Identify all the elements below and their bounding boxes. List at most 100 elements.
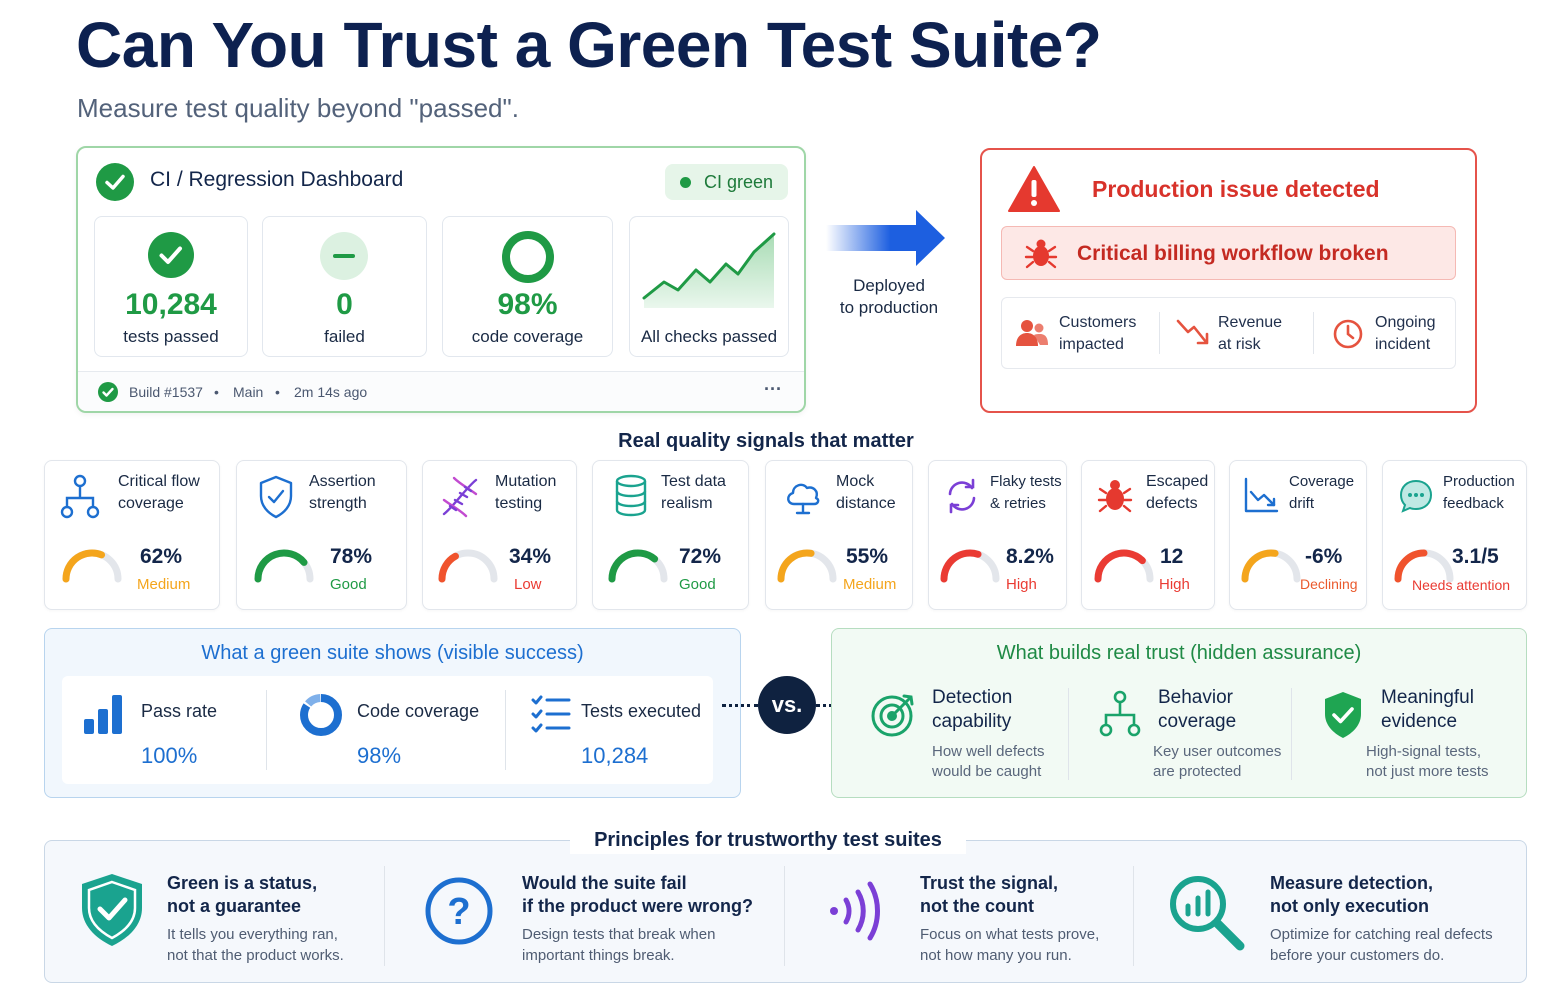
shield-check-icon <box>78 872 146 948</box>
principle-desc: Design tests that break when important th… <box>522 924 715 966</box>
principle-title: Green is a status, not a guarantee <box>167 872 317 918</box>
meaningful-evidence-desc: High-signal tests, not just more tests <box>1366 742 1489 782</box>
desc-line1: Key user outcomes <box>1153 743 1282 760</box>
warning-triangle-icon <box>1008 165 1060 213</box>
signal-value: 55% <box>846 545 889 568</box>
signal-status: Low <box>514 576 542 593</box>
desc-line1: Optimize for catching real defects <box>1270 926 1493 943</box>
magnifier-chart-icon <box>1166 872 1246 952</box>
impact-revenue-line1: Revenue <box>1218 314 1283 331</box>
branch-name[interactable]: Main <box>233 384 264 400</box>
clock-icon <box>1332 318 1364 350</box>
flow-tree-icon <box>60 474 100 520</box>
title-line1: Green is a status, <box>167 873 318 893</box>
signal-status: Good <box>330 576 367 593</box>
failed-label: failed <box>324 327 365 346</box>
separator-dot: • <box>214 384 219 400</box>
divider <box>1159 312 1160 354</box>
behavior-coverage-title: Behavior coverage <box>1158 686 1236 734</box>
shield-check-icon <box>256 474 296 520</box>
divider <box>784 866 785 966</box>
impact-incident-line1: Ongoing <box>1375 314 1436 331</box>
signal-gauge <box>1094 549 1154 583</box>
signal-line2: drift <box>1289 495 1315 512</box>
gauge-fill <box>1094 549 1146 583</box>
trend-down-icon <box>1176 318 1210 348</box>
signal-line2: defects <box>1146 495 1198 512</box>
code-coverage-value: 98% <box>357 743 402 768</box>
coverage-label: code coverage <box>471 327 584 346</box>
tile-code-coverage <box>442 216 613 357</box>
signal-value: -6% <box>1305 545 1343 568</box>
impact-incident-line2: incident <box>1375 336 1431 353</box>
desc-line2: not just more tests <box>1366 763 1489 780</box>
title-line2: coverage <box>1158 711 1237 732</box>
impact-incident: Ongoing incident <box>1375 312 1485 356</box>
deploy-label-line2: to production <box>839 298 939 317</box>
signal-name: Mutation testing <box>495 471 556 515</box>
deploy-label-line1: Deployed <box>853 276 925 295</box>
signal-card <box>1081 460 1215 610</box>
title-line2: capability <box>932 711 1012 732</box>
desc-line2: are protected <box>1153 763 1242 780</box>
vs-badge: vs. <box>758 676 816 734</box>
gauge-fill <box>608 549 659 583</box>
divider <box>1291 688 1292 780</box>
title-line1: Trust the signal, <box>920 873 1059 893</box>
signal-line1: Critical flow <box>118 473 200 490</box>
signal-line2: realism <box>661 495 713 512</box>
bug-icon <box>1097 476 1133 514</box>
signal-value: 34% <box>509 545 552 568</box>
signal-line2: feedback <box>1443 495 1504 512</box>
divider <box>1313 312 1314 354</box>
gauge-fill <box>1241 549 1279 583</box>
check-circle-icon <box>148 232 194 278</box>
detection-capability-title: Detection capability <box>932 686 1012 734</box>
trend-sparkline-icon <box>640 230 778 310</box>
signal-status: Medium <box>137 576 191 593</box>
signal-card <box>765 460 913 610</box>
signal-card <box>44 460 220 610</box>
coverage-donut-icon <box>299 693 343 737</box>
svg-text:?: ? <box>447 891 470 933</box>
signals-heading: Real quality signals that matter <box>618 430 914 452</box>
dashboard-title: CI / Regression Dashboard <box>150 168 404 191</box>
divider <box>1068 688 1069 780</box>
signal-name: Production feedback <box>1443 471 1515 515</box>
principle-desc: It tells you everything ran, not that the… <box>167 924 344 966</box>
principle-title: Measure detection, not only execution <box>1270 872 1433 918</box>
shield-check-icon <box>1321 690 1365 740</box>
question-circle-icon: ? <box>424 876 494 946</box>
page-title: Can You Trust a Green Test Suite? <box>76 9 1102 81</box>
deploy-label: Deployed to production <box>826 275 952 319</box>
separator-dot: • <box>275 384 280 400</box>
divider <box>1133 866 1134 966</box>
bug-icon <box>1024 236 1058 270</box>
desc-line2: not that the product works. <box>167 947 344 964</box>
title-line2: not a guarantee <box>167 896 302 916</box>
principle-desc: Optimize for catching real defects before… <box>1270 924 1493 966</box>
signal-card <box>236 460 407 610</box>
signal-line1: Flaky tests <box>990 473 1062 490</box>
signal-value: 72% <box>679 545 722 568</box>
check-circle-icon <box>96 163 134 201</box>
status-dot-icon <box>680 177 691 188</box>
critical-banner-text: Critical billing workflow broken <box>1077 242 1389 265</box>
signal-name: Test data realism <box>661 471 726 515</box>
impact-customers: Customers impacted <box>1059 312 1169 356</box>
bar-chart-icon <box>82 693 126 735</box>
desc-line2: important things break. <box>522 947 675 964</box>
production-issue-title: Production issue detected <box>1092 176 1380 202</box>
signal-status: Good <box>679 576 716 593</box>
desc-line2: not how many you run. <box>920 947 1072 964</box>
gauge-fill <box>62 549 106 583</box>
signal-value: 8.2% <box>1006 545 1054 568</box>
signal-gauge <box>940 549 1000 583</box>
coverage-donut-icon <box>501 230 555 284</box>
more-options-icon[interactable]: ··· <box>764 379 782 399</box>
signal-status: Medium <box>843 576 897 593</box>
gauge-fill <box>777 549 815 583</box>
signal-card <box>928 460 1067 610</box>
target-icon <box>870 692 916 738</box>
build-number[interactable]: Build #1537 <box>129 384 203 400</box>
